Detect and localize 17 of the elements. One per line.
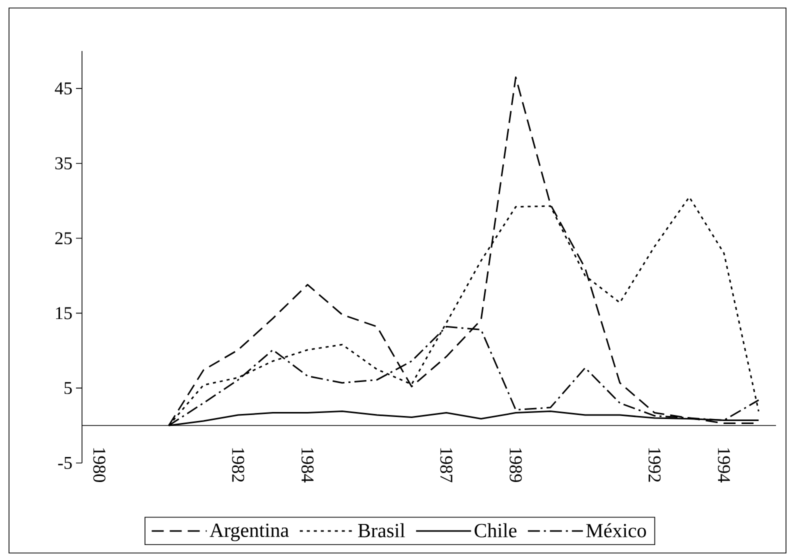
x-tick-label: 1987: [440, 448, 452, 482]
x-tick-label: 1980: [93, 448, 106, 482]
legend-label: Chile: [474, 523, 516, 538]
x-tick-label: 1989: [510, 448, 522, 482]
y-tick-label: 15: [56, 307, 72, 320]
y-tick-label: -5: [58, 457, 72, 469]
legend-label: México: [586, 523, 646, 538]
x-tick-label: 1984: [301, 448, 314, 482]
legend-label: Argentina: [210, 524, 289, 542]
y-tick-label: 35: [55, 157, 72, 170]
legend-label: Brasil: [358, 523, 405, 538]
y-tick-label: 5: [64, 382, 72, 394]
x-tick-label: 1982: [232, 448, 244, 482]
y-tick-label: 45: [54, 82, 72, 94]
x-tick-label: 1992: [648, 448, 661, 482]
y-tick-label: 25: [55, 232, 72, 244]
x-tick-label: 1994: [718, 448, 730, 482]
